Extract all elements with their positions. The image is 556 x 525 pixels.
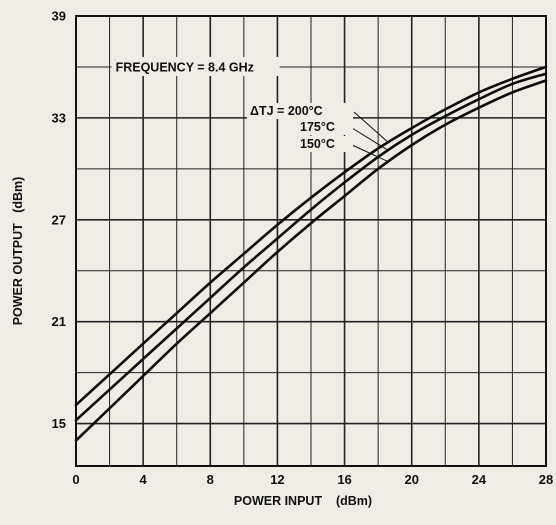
y-tick-label: 21 (52, 314, 66, 329)
x-tick-label: 0 (72, 472, 79, 487)
series-label: 175°C (300, 120, 335, 134)
y-tick-label: 15 (52, 416, 66, 431)
series-label: 150°C (300, 137, 335, 151)
y-axis-label: POWER OUTPUT (dBm) (11, 177, 25, 326)
x-tick-label: 24 (472, 472, 487, 487)
y-tick-labels: 15 21 27 33 39 (52, 9, 66, 432)
x-tick-labels: 0 4 8 12 16 20 24 28 (72, 472, 553, 487)
plot-frame (75, 15, 547, 467)
frequency-annotation: FREQUENCY = 8.4 GHz (116, 60, 254, 74)
series-label: ΔTJ = 200°C (250, 104, 323, 118)
series-label-background (247, 103, 353, 119)
series-labels: ΔTJ = 200°C 175°C 150°C (247, 103, 353, 152)
x-tick-label: 28 (539, 472, 553, 487)
series-lines (74, 65, 548, 442)
series-line (74, 79, 548, 442)
label-leaders (351, 111, 389, 163)
series-line (74, 72, 548, 422)
x-tick-label: 8 (207, 472, 214, 487)
series-line (74, 65, 548, 407)
annotation-background (111, 56, 280, 76)
frequency-annotation-group: FREQUENCY = 8.4 GHz (111, 56, 280, 76)
y-tick-label: 27 (52, 212, 66, 227)
x-tick-label: 4 (140, 472, 148, 487)
series-label-background (297, 136, 353, 152)
y-tick-label: 33 (52, 110, 66, 125)
x-tick-label: 16 (337, 472, 351, 487)
series-label-background (297, 119, 353, 135)
series-leader-line (351, 144, 389, 163)
x-axis-label: POWER INPUT (dBm) (234, 494, 372, 508)
grid-minor (76, 16, 546, 466)
series-leader-line (353, 111, 389, 143)
x-tick-label: 12 (270, 472, 284, 487)
series-leader-line (351, 127, 389, 151)
y-tick-label: 39 (52, 9, 66, 24)
x-tick-label: 20 (404, 472, 418, 487)
